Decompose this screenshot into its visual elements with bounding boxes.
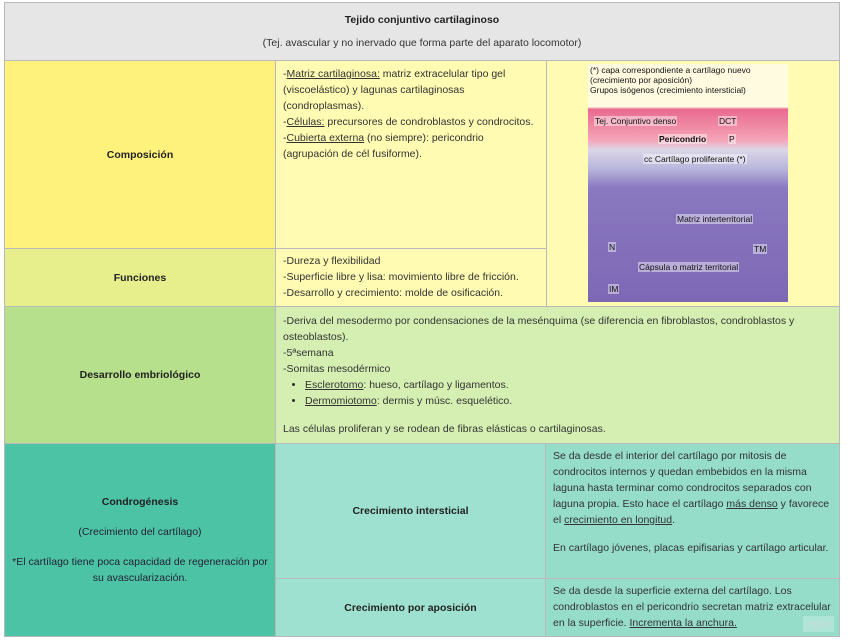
funciones-label: Funciones — [113, 271, 167, 284]
funciones-item: -Dureza y flexibilidad — [283, 255, 381, 267]
image-label: P — [728, 134, 736, 144]
image-label: Pericondrio — [658, 134, 708, 144]
table-header: Tejido conjuntivo cartilaginoso (Tej. av… — [4, 2, 840, 61]
composicion-line: -Células: precursores de condroblastos y… — [283, 116, 534, 128]
desarrollo-line: -5ªsemana — [283, 347, 334, 359]
image-label: DCT — [718, 116, 738, 126]
row-label-composicion: Composición — [4, 60, 276, 249]
desarrollo-line: Las células proliferan y se rodean de fi… — [283, 423, 606, 435]
desarrollo-label: Desarrollo embriológico — [79, 369, 201, 381]
image-caption: Grupos isógenos (crecimiento intersticia… — [590, 85, 746, 95]
composicion-line: -Matriz cartilaginosa: matriz extracelul… — [283, 68, 506, 112]
desarrollo-line: -Somitas mesodérmico — [283, 363, 391, 375]
composicion-content: -Matriz cartilaginosa: matriz extracelul… — [275, 60, 547, 249]
composicion-line: -Cubierta externa (no siempre): pericond… — [283, 132, 484, 160]
desarrollo-bullet: Esclerotomo: hueso, cartílago y ligament… — [305, 377, 832, 393]
condrogenesis-note: *El cartílago tiene poca capacidad de re… — [12, 556, 268, 584]
intersticial-content: Se da desde el interior del cartílago po… — [545, 443, 840, 579]
funciones-item: -Desarrollo y crecimiento: molde de osif… — [283, 287, 504, 299]
composicion-label: Composición — [106, 148, 174, 161]
table-subtitle: (Tej. avascular y no inervado que forma … — [262, 37, 582, 50]
image-label: N — [608, 242, 617, 252]
desarrollo-line: -Deriva del mesodermo por condensaciones… — [283, 315, 795, 343]
desarrollo-bullet: Dermomiotomo: dermis y músc. esquelético… — [305, 393, 832, 409]
label-crecimiento-aposicion: Crecimiento por aposición — [275, 578, 546, 637]
image-label: cc Cartílago proliferante (*) — [643, 154, 747, 164]
condrogenesis-sub: (Crecimiento del cartílago) — [78, 526, 202, 538]
miro-watermark: miro — [802, 616, 834, 632]
table-title: Tejido conjuntivo cartilaginoso — [344, 13, 500, 26]
row-label-condrogenesis: Condrogénesis (Crecimiento del cartílago… — [4, 443, 276, 637]
image-label: TM — [753, 244, 768, 254]
image-label: Tej. Conjuntivo denso — [594, 116, 678, 126]
image-label: Cápsula o matriz territorial — [638, 262, 740, 272]
desarrollo-content: -Deriva del mesodermo por condensaciones… — [275, 306, 840, 444]
image-caption: (*) capa correspondiente a cartílago nue… — [590, 65, 751, 85]
row-label-funciones: Funciones — [4, 248, 276, 307]
image-captions: (*) capa correspondiente a cartílago nue… — [590, 65, 786, 95]
image-label: Matriz interterritorial — [676, 214, 754, 224]
aposicion-content: Se da desde la superficie externa del ca… — [545, 578, 840, 637]
row-label-desarrollo: Desarrollo embriológico — [4, 306, 276, 444]
funciones-content: -Dureza y flexibilidad -Superficie libre… — [275, 248, 547, 307]
cartilage-histology-image: (*) capa correspondiente a cartílago nue… — [588, 64, 788, 302]
image-label: IM — [608, 284, 620, 294]
funciones-item: -Superficie libre y lisa: movimiento lib… — [283, 271, 519, 283]
label-crecimiento-intersticial: Crecimiento intersticial — [275, 443, 546, 579]
condrogenesis-label: Condrogénesis — [101, 496, 179, 508]
